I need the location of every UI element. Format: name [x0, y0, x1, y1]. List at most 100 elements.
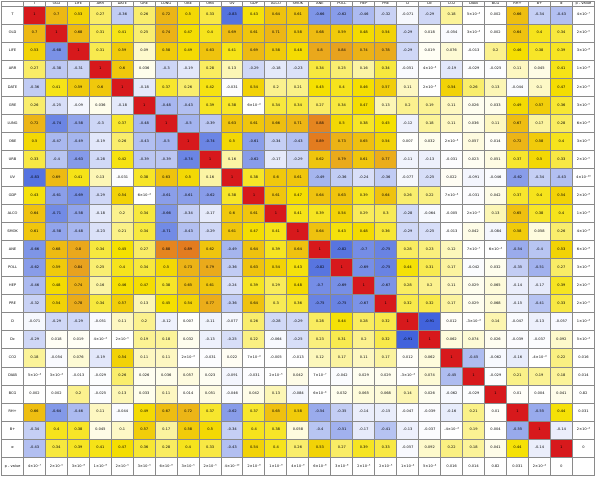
row-header: DATE: [1, 77, 24, 97]
heatmap-cell: -0.13: [198, 330, 222, 350]
heatmap-cell: -0.43: [549, 5, 573, 25]
heatmap-cell: -4×10⁻⁴: [527, 348, 551, 368]
heatmap-cell: 0.37: [154, 77, 178, 97]
heatmap-cell: 0.16: [220, 149, 244, 170]
heatmap-cell: -0.7: [308, 276, 332, 296]
heatmap-cell: 0.28: [198, 59, 222, 79]
heatmap-cell: 0.2: [352, 330, 376, 350]
heatmap-cell: 0.5: [22, 131, 46, 151]
heatmap-cell: 0.59: [330, 23, 354, 43]
heatmap-cell: 0.6: [264, 168, 288, 188]
heatmap-cell: 0.074: [418, 366, 442, 386]
heatmap-cell: -0.047: [505, 312, 529, 332]
heatmap-cell: 0.7: [22, 23, 46, 43]
heatmap-cell: 0.22: [440, 438, 464, 458]
heatmap-cell: 1: [220, 168, 244, 188]
p-value-cell: 3×10⁻⁶: [571, 258, 596, 278]
heatmap-cell: -0.09: [66, 95, 90, 115]
heatmap-cell: 0.39: [549, 276, 573, 296]
heatmap-cell: 0.19: [527, 366, 551, 386]
heatmap-cell: 0.54: [549, 186, 573, 206]
heatmap-cell: 0.18: [549, 366, 573, 386]
heatmap-cell: 7×10⁻⁴: [242, 348, 266, 368]
heatmap-cell: 0.5: [176, 168, 200, 188]
table-row: DATE -0.36 0.41 0.59 0.6 1 -0.18 0.37 0.26 0.42 -0…: [1, 77, 596, 97]
heatmap-cell: 1: [527, 420, 551, 440]
heatmap-cell: 0.3: [374, 204, 398, 224]
heatmap-cell: 0.37: [505, 186, 529, 206]
p-value-cell: 3×10⁻⁸: [66, 456, 90, 477]
heatmap-cell: 1: [176, 131, 200, 151]
heatmap-cell: 0.11: [505, 59, 529, 79]
heatmap-cell: -0.057: [396, 438, 420, 458]
heatmap-cell: 0.01: [505, 384, 529, 404]
heatmap-cell: 0.2: [396, 95, 420, 115]
heatmap-cell: -0.25: [286, 330, 310, 350]
heatmap-cell: 0.057: [462, 131, 485, 151]
heatmap-cell: 6×10⁻⁴: [242, 95, 266, 115]
heatmap-cell: -0.31: [66, 59, 90, 79]
table-row: OLD 0.7 1 0.68 0.31 0.41 0.25 0.74 0.47 0.4 0.69 0.…: [1, 23, 596, 43]
heatmap-cell: 0.002: [44, 384, 68, 404]
heatmap-cell: 0.59: [44, 258, 68, 278]
heatmap-cell: 0.47: [352, 95, 376, 115]
heatmap-cell: 0.31: [418, 258, 442, 278]
heatmap-cell: -0.51: [330, 420, 354, 440]
p-value-cell: 2×10⁻⁵: [571, 149, 596, 170]
heatmap-cell: 0.66: [22, 402, 46, 422]
heatmap-cell: 0.88: [308, 113, 332, 133]
heatmap-cell: 0.33: [198, 438, 222, 458]
heatmap-cell: -0.046: [483, 168, 507, 188]
heatmap-cell: 0.36: [374, 222, 398, 242]
heatmap-cell: 0.002: [483, 23, 507, 43]
heatmap-cell: 0.61: [220, 222, 244, 242]
heatmap-cell: 0.43: [286, 258, 310, 278]
p-value-cell: 0.82: [571, 384, 596, 404]
heatmap-cell: 0.2: [66, 384, 90, 404]
heatmap-cell: 0.72: [22, 113, 46, 133]
heatmap-cell: -0.82: [308, 258, 332, 278]
heatmap-cell: 0.65: [264, 402, 288, 422]
heatmap-cell: 0.41: [110, 23, 134, 43]
heatmap-cell: 0.78: [374, 41, 398, 61]
heatmap-cell: -0.25: [418, 222, 442, 242]
row-header: GDP: [1, 186, 24, 206]
heatmap-cell: 0.48: [286, 276, 310, 296]
heatmap-cell: 0.61: [286, 168, 310, 188]
p-value-cell: [571, 456, 596, 477]
row-header: DIAB: [1, 366, 24, 386]
heatmap-cell: 0.092: [549, 330, 573, 350]
heatmap-cell: -0.49: [308, 168, 332, 188]
heatmap-cell: -0.062: [483, 348, 507, 368]
heatmap-cell: 3×10⁻⁴: [44, 366, 68, 386]
heatmap-cell: 0.64: [242, 240, 266, 260]
heatmap-cell: 0.41: [286, 204, 310, 224]
heatmap-cell: -0.5: [176, 113, 200, 133]
heatmap-cell: -0.74: [44, 113, 68, 133]
heatmap-cell: 0.78: [66, 294, 90, 314]
heatmap-cell: -0.43: [132, 131, 156, 151]
heatmap-cell: 0.032: [330, 384, 354, 404]
table-row: POLL -0.62 0.59 0.84 0.25 0.4 0.34 0.5 0.73 0.79-…: [1, 258, 596, 278]
heatmap-cell: -0.69: [66, 186, 90, 206]
heatmap-cell: 0.41: [88, 438, 112, 458]
heatmap-cell: 0.26: [176, 77, 200, 97]
heatmap-cell: 0.018: [418, 23, 442, 43]
heatmap-cell: 0.4: [549, 204, 573, 224]
heatmap-cell: -0.36: [330, 168, 354, 188]
heatmap-cell: -0.4: [308, 420, 332, 440]
heatmap-cell: 0.058: [527, 222, 551, 242]
heatmap-cell: 0.37: [242, 402, 266, 422]
heatmap-cell: 0.17: [440, 258, 464, 278]
heatmap-cell: -0.28: [264, 312, 288, 332]
heatmap-cell: 0.2: [110, 204, 134, 224]
heatmap-cell: 0.89: [176, 240, 200, 260]
row-header: URB: [1, 149, 24, 170]
heatmap-cell: 0.63: [198, 41, 222, 61]
heatmap-cell: -0.71: [44, 204, 68, 224]
heatmap-cell: 0.53: [308, 438, 332, 458]
heatmap-cell: 0.41: [220, 41, 244, 61]
heatmap-cell: 0.38: [66, 420, 90, 440]
heatmap-cell: 0.54: [242, 438, 266, 458]
heatmap-cell: -0.29: [44, 312, 68, 332]
